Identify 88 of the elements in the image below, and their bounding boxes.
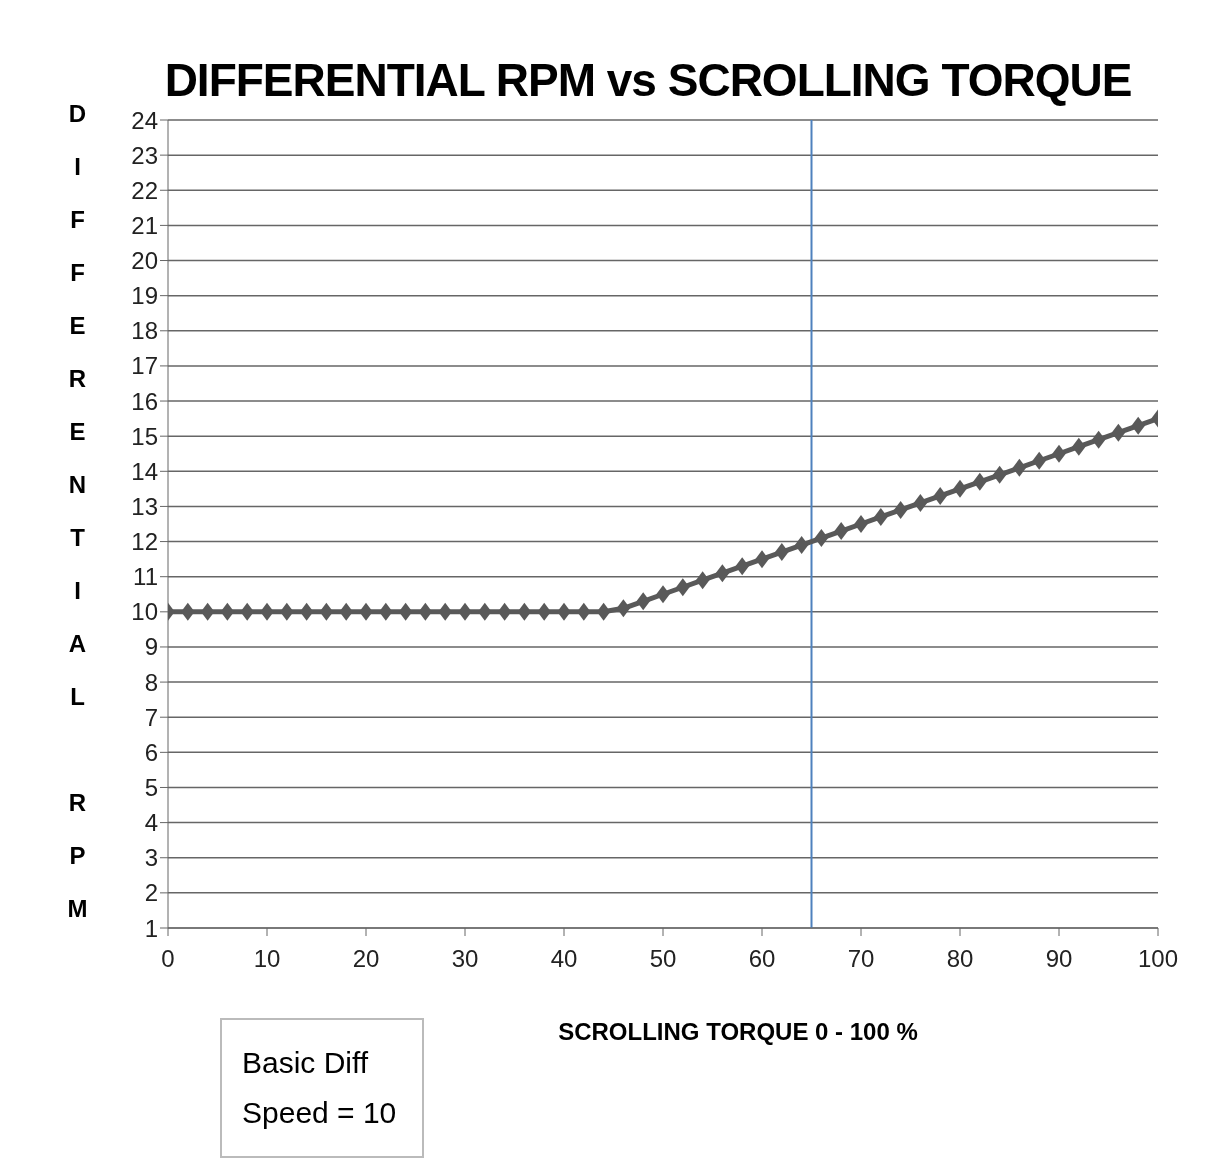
y-tick-label: 3 — [144, 844, 158, 872]
x-tick-label: 70 — [847, 945, 875, 973]
y-tick-label: 5 — [144, 774, 158, 801]
point — [537, 602, 551, 621]
y-tick-label: 8 — [144, 668, 158, 696]
y-tick-label: 1 — [144, 914, 158, 942]
point — [794, 536, 809, 555]
y-tick-label: 7 — [144, 703, 158, 731]
x-axis-title: SCROLLING TORQUE 0 - 100 % — [557, 1018, 919, 1046]
x-tick-label: 100 — [1137, 945, 1179, 973]
x-tick-label: 60 — [748, 945, 776, 973]
point — [814, 529, 829, 548]
point — [913, 493, 928, 512]
x-tick-label: 40 — [550, 945, 578, 973]
point — [775, 543, 789, 562]
point — [1091, 430, 1106, 449]
point — [339, 602, 353, 621]
point — [359, 602, 373, 621]
point — [1131, 416, 1145, 435]
y-tick-label: 23 — [131, 141, 158, 169]
point — [933, 486, 947, 505]
x-tick-label: 0 — [161, 945, 175, 973]
point — [1111, 423, 1126, 442]
y-tick-label: 12 — [131, 528, 158, 556]
point — [557, 602, 571, 621]
point — [577, 602, 591, 621]
point — [260, 602, 274, 621]
y-tick-label: 15 — [131, 422, 158, 450]
y-tick-label: 13 — [131, 492, 158, 520]
point — [1052, 444, 1066, 463]
point — [181, 602, 195, 621]
y-tick-label: 2 — [144, 879, 158, 907]
point — [755, 550, 769, 569]
y-tick-label: 4 — [144, 809, 158, 837]
point — [854, 515, 868, 533]
point — [616, 599, 631, 618]
x-tick-label: 50 — [649, 945, 677, 973]
point — [200, 602, 215, 621]
point — [458, 602, 472, 621]
point — [874, 507, 888, 526]
point — [973, 472, 987, 491]
x-tick-label: 10 — [253, 945, 281, 973]
y-tick-label: 17 — [131, 352, 158, 380]
point — [715, 564, 730, 583]
y-tick-label: 21 — [131, 211, 158, 239]
y-tick-label: 16 — [131, 387, 158, 415]
point — [220, 602, 235, 621]
point — [1072, 437, 1086, 456]
point — [438, 602, 452, 621]
point — [1032, 451, 1046, 470]
point — [418, 602, 433, 621]
x-tick-label: 90 — [1045, 945, 1073, 973]
y-tick-label: 20 — [131, 247, 158, 275]
point — [299, 602, 314, 621]
point — [240, 602, 254, 621]
point — [379, 602, 393, 621]
y-tick-label: 18 — [131, 317, 158, 345]
y-tick-label: 11 — [133, 563, 158, 591]
point — [656, 585, 670, 604]
point — [398, 602, 413, 621]
y-tick-label: 9 — [144, 633, 158, 661]
point — [735, 557, 749, 576]
y-tick-label: 6 — [144, 738, 158, 766]
point — [636, 592, 650, 611]
point — [893, 500, 908, 519]
point — [992, 465, 1007, 484]
point — [517, 602, 532, 621]
y-tick-label: 14 — [131, 457, 158, 485]
point — [1012, 458, 1027, 477]
point — [953, 479, 967, 498]
point — [478, 602, 492, 621]
point — [280, 602, 294, 621]
point — [695, 571, 710, 590]
point — [596, 602, 611, 621]
y-axis-title: DIFFERENTIAL RPM — [63, 100, 92, 948]
y-tick-label: 10 — [131, 598, 158, 626]
y-tick-label: 22 — [131, 176, 158, 204]
x-tick-label: 20 — [352, 945, 380, 973]
y-tick-label: 24 — [131, 106, 158, 134]
text: Basic Diff Speed = 10 — [220, 1018, 424, 1158]
x-tick-label: 80 — [946, 945, 974, 973]
chart-title: DIFFERENTIAL RPM vs SCROLLING TORQUE — [163, 53, 1133, 107]
y-tick-label: 19 — [131, 282, 158, 310]
point — [834, 522, 848, 541]
point — [497, 602, 512, 621]
point — [319, 602, 334, 621]
point — [676, 578, 690, 597]
x-tick-label: 30 — [451, 945, 479, 973]
